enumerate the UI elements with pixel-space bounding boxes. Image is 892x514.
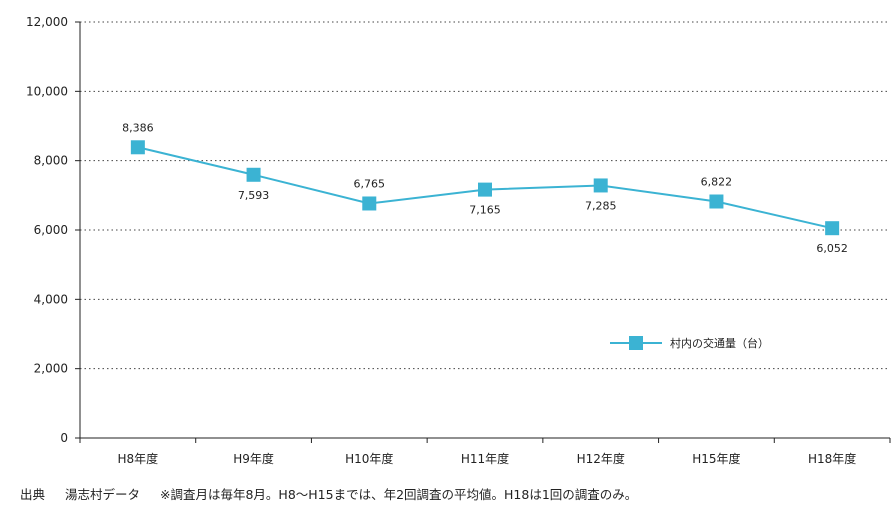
x-tick-label: H10年度 — [345, 451, 393, 466]
data-point — [246, 167, 261, 182]
survey-note: ※調査月は毎年8月。H8～H15までは、年2回調査の平均値。H18は1回の調査の… — [160, 487, 638, 502]
source-name: 湯志村データ — [65, 487, 141, 502]
source-note: 出典 湯志村データ ※調査月は毎年8月。H8～H15までは、年2回調査の平均値。… — [20, 484, 653, 503]
data-label: 6,765 — [354, 177, 386, 190]
legend-label: 村内の交通量（台） — [670, 336, 769, 350]
y-tick-label: 0 — [60, 431, 68, 445]
data-point — [362, 196, 377, 211]
gridlines — [80, 21, 890, 370]
data-point — [478, 182, 492, 197]
legend-marker-swatch — [629, 336, 643, 350]
x-tick-label: H11年度 — [461, 451, 509, 466]
legend: 村内の交通量（台） — [610, 336, 769, 350]
source-label: 出典 — [20, 487, 46, 502]
x-tick-label: H9年度 — [233, 451, 274, 466]
data-label: 6,052 — [816, 242, 848, 255]
y-tick-labels: 0 2,000 4,000 6,000 8,000 10,000 12,000 — [26, 15, 80, 445]
y-tick-label: 8,000 — [34, 154, 68, 168]
data-label: 7,285 — [585, 199, 617, 212]
data-point — [130, 140, 145, 155]
y-tick-label: 2,000 — [34, 362, 68, 376]
data-point — [825, 221, 840, 236]
x-tick-labels: H8年度 H9年度 H10年度 H11年度 H12年度 H15年度 H18年度 — [79, 438, 891, 466]
data-label: 8,386 — [122, 121, 154, 134]
data-label: 6,822 — [701, 176, 733, 189]
y-tick-label: 6,000 — [34, 223, 68, 237]
x-tick-label: H18年度 — [808, 451, 856, 466]
y-tick-label: 12,000 — [26, 15, 68, 29]
data-point — [593, 178, 608, 193]
x-tick-label: H15年度 — [692, 451, 740, 466]
line-chart: 0 2,000 4,000 6,000 8,000 10,000 12,000 H8年度 H9… — [26, 15, 891, 466]
y-tick-label: 4,000 — [34, 292, 68, 306]
series-layer: 8,386 7,593 6,765 7,165 7,285 6,822 6,052 — [122, 121, 848, 255]
x-tick-label: H12年度 — [577, 451, 625, 466]
data-point — [709, 194, 724, 209]
data-label: 7,165 — [469, 204, 501, 217]
x-tick-label: H8年度 — [118, 451, 159, 466]
y-tick-label: 10,000 — [26, 84, 68, 98]
data-label: 7,593 — [238, 189, 270, 202]
